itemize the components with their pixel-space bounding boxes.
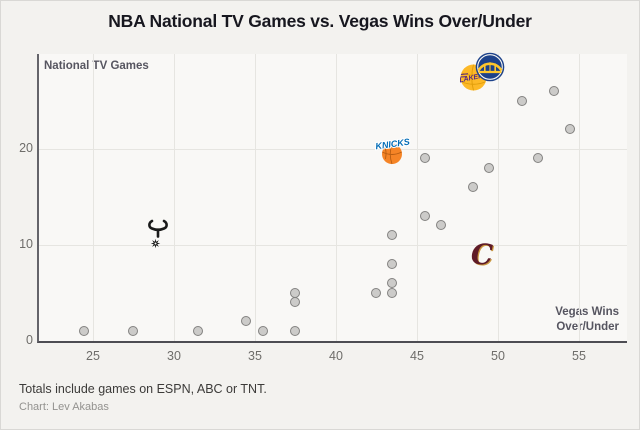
knicks-logo: KNICKS (373, 134, 411, 165)
y-axis-label: National TV Games (44, 60, 149, 72)
chart-title: NBA National TV Games vs. Vegas Wins Ove… (108, 11, 532, 31)
footnote: Totals include games on ESPN, ABC or TNT… (19, 382, 267, 396)
cavaliers-logo: C C (465, 238, 499, 272)
x-gridline (498, 54, 499, 341)
data-point-dot (290, 297, 300, 308)
data-point-dot (290, 325, 300, 336)
data-point-dot (419, 210, 430, 221)
x-tick-label: 55 (572, 349, 586, 363)
x-tick-label: 50 (491, 349, 505, 363)
x-gridline (174, 54, 175, 341)
data-point-dot (565, 124, 576, 135)
x-tick-label: 40 (329, 349, 343, 363)
data-point-dot (387, 258, 398, 269)
y-tick-label: 10 (19, 237, 33, 251)
data-point-dot (516, 95, 527, 106)
x-tick-label: 30 (167, 349, 181, 363)
data-point-dot (533, 153, 543, 164)
x-gridline (336, 54, 337, 341)
data-point-dot (257, 325, 268, 336)
data-point-dot (128, 325, 138, 336)
data-point-dot (435, 220, 446, 231)
data-point-dot (387, 287, 398, 298)
svg-text:C: C (471, 240, 494, 270)
data-point-dot (371, 287, 381, 298)
data-point-dot (549, 85, 560, 96)
x-tick-label: 45 (410, 349, 424, 363)
data-point-dot (419, 153, 430, 164)
x-tick-label: 35 (248, 349, 262, 363)
x-gridline (417, 54, 418, 341)
x-gridline (255, 54, 256, 341)
svg-text:C: C (472, 240, 495, 270)
data-point-dot (387, 229, 398, 240)
x-gridline (93, 54, 94, 341)
spurs-logo (144, 218, 172, 251)
plot-area: National TV Games Vegas Wins Over/Under … (19, 52, 627, 363)
y-gridline (39, 149, 627, 150)
x-tick-label: 25 (86, 349, 100, 363)
data-point-dot (192, 325, 203, 336)
data-point-dot (468, 181, 479, 192)
x-axis-label-line2: Over/Under (556, 321, 619, 333)
x-axis-label-line1: Vegas Wins (555, 306, 619, 318)
data-point-dot (387, 277, 398, 288)
y-tick-label: 0 (26, 333, 33, 347)
warriors-logo (475, 52, 505, 82)
y-gridline (39, 245, 627, 246)
data-point-dot (241, 316, 252, 327)
x-axis-label: Vegas Wins Over/Under (555, 305, 619, 335)
credit: Chart: Lev Akabas (19, 401, 109, 413)
y-tick-label: 20 (19, 141, 33, 155)
x-gridline (579, 54, 580, 341)
data-point-dot (484, 162, 495, 173)
data-point-dot (79, 325, 90, 336)
data-point-dot (290, 287, 300, 298)
